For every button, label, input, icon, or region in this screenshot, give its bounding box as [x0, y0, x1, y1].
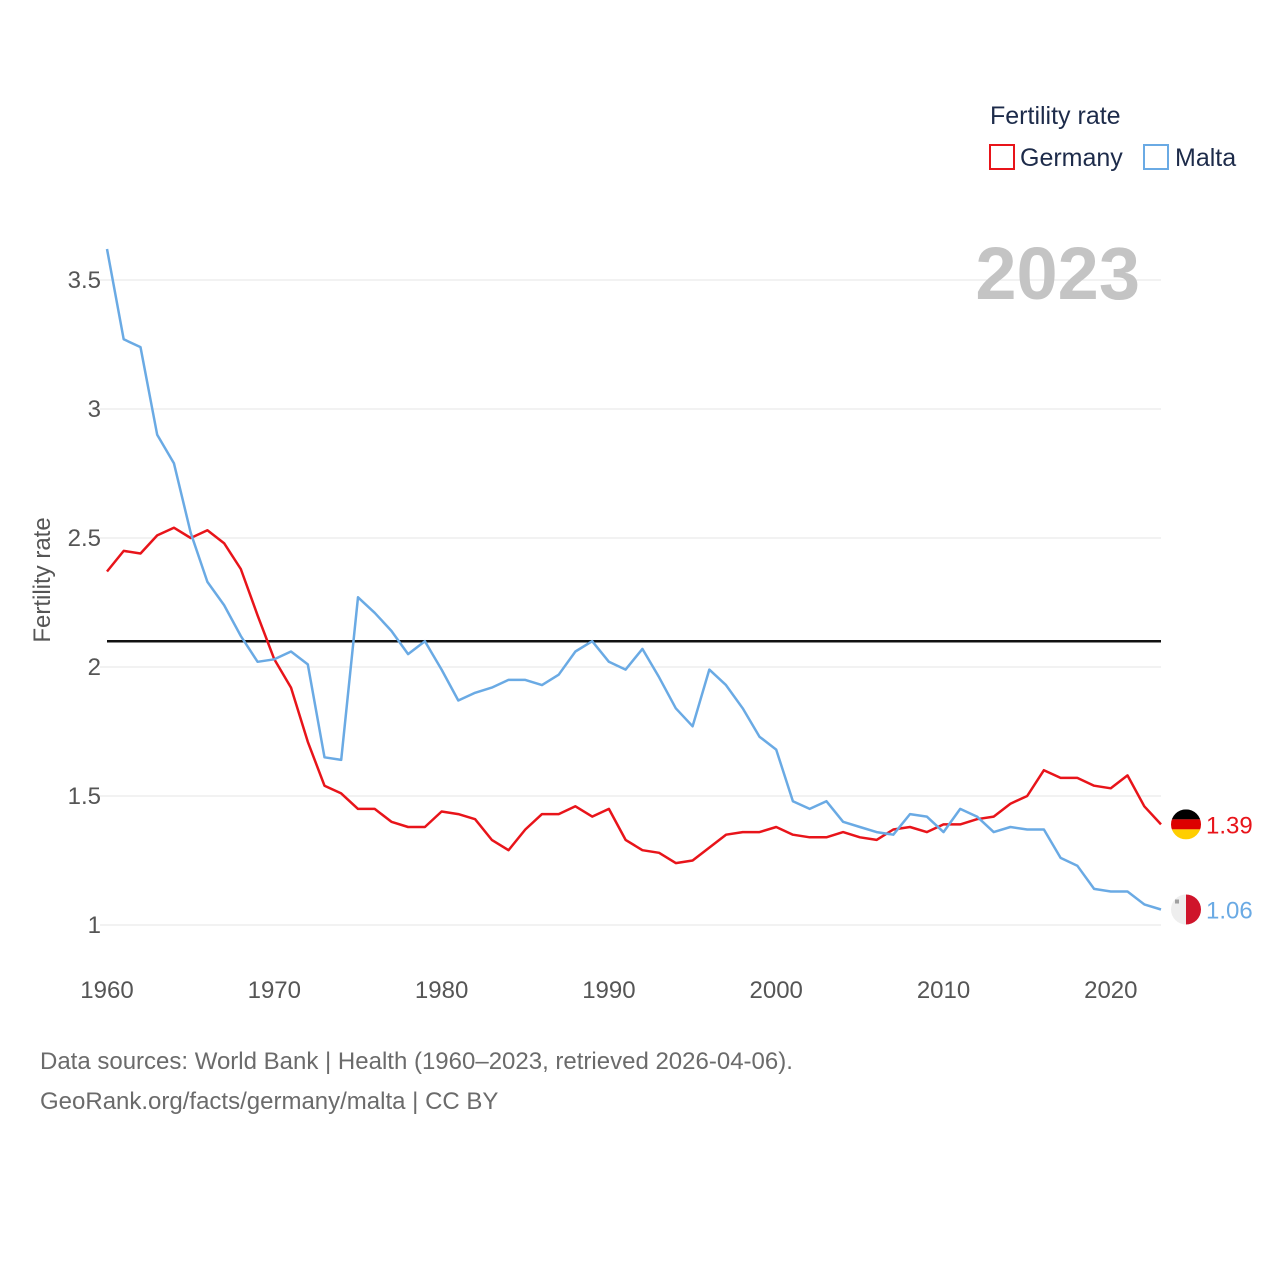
legend-label-malta: Malta — [1175, 144, 1236, 172]
series-lines — [105, 248, 1162, 911]
y-tick-label: 2 — [88, 654, 101, 681]
y-axis-title: Fertility rate — [29, 517, 56, 642]
legend-title: Fertility rate — [990, 102, 1121, 130]
legend-swatch-germany — [989, 144, 1015, 170]
footer-attribution[interactable]: GeoRank.org/facts/germany/malta | CC BY — [40, 1088, 499, 1115]
end-value-label-germany: 1.39 — [1206, 812, 1253, 839]
fertility-rate-chart: 1 1.5 2 2.5 3 3.5 1960 1970 1980 1990 2000 2010 202… — [29, 102, 1253, 1004]
x-tick-label: 1980 — [415, 977, 468, 1004]
x-tick-label: 1990 — [582, 977, 635, 1004]
x-tick-label: 1960 — [80, 977, 133, 1004]
legend-swatch-malta — [1143, 144, 1169, 170]
footer-sources: Data sources: World Bank | Health (1960–… — [40, 1048, 793, 1075]
legend-label-germany: Germany — [1020, 144, 1123, 172]
end-markers: 1.39 1.06 — [1171, 809, 1253, 925]
year-label: 2023 — [975, 232, 1140, 315]
series-line-germany — [106, 526, 1162, 865]
legend-item-germany[interactable]: Germany — [989, 144, 1123, 172]
x-tick-label: 2000 — [750, 977, 803, 1004]
grid-lines — [100, 279, 1161, 926]
germany-flag-icon — [1171, 809, 1201, 840]
x-axis-ticks: 1960 1970 1980 1990 2000 2010 2020 — [80, 977, 1137, 1004]
y-tick-label: 3.5 — [68, 267, 101, 294]
legend-item-malta[interactable]: Malta — [1143, 144, 1236, 172]
x-tick-label: 1970 — [248, 977, 301, 1004]
legend: Fertility rate Germany Malta — [989, 102, 1236, 172]
y-axis-ticks: 1 1.5 2 2.5 3 3.5 — [68, 267, 101, 939]
y-tick-label: 1.5 — [68, 783, 101, 810]
y-tick-label: 2.5 — [68, 525, 101, 552]
y-tick-label: 1 — [88, 912, 101, 939]
malta-flag-icon — [1171, 894, 1201, 925]
footer: Data sources: World Bank | Health (1960–… — [40, 1042, 793, 1122]
x-tick-label: 2020 — [1084, 977, 1137, 1004]
x-tick-label: 2010 — [917, 977, 970, 1004]
end-value-label-malta: 1.06 — [1206, 898, 1253, 925]
series-line-malta — [105, 248, 1162, 911]
y-tick-label: 3 — [88, 396, 101, 423]
